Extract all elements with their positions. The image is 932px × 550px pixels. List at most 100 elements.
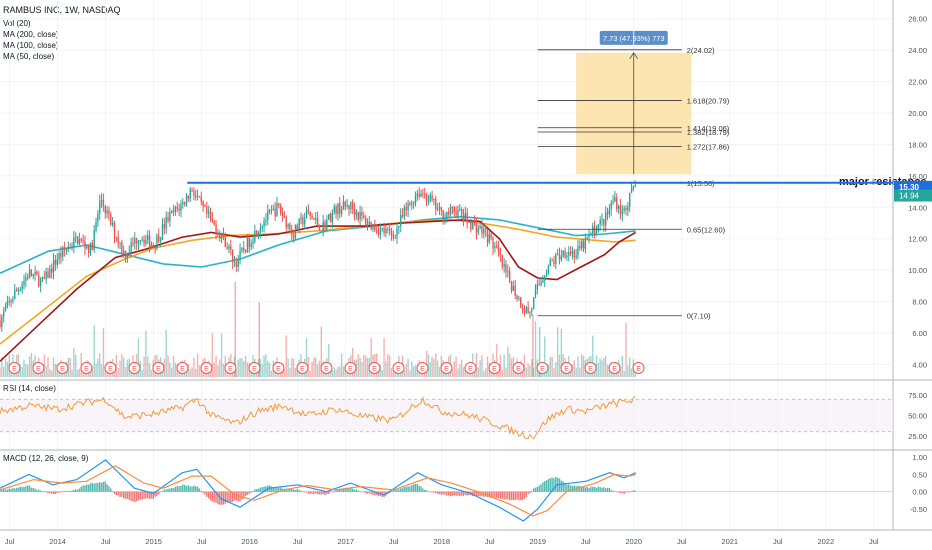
candle-body [481, 225, 483, 234]
candle-body [84, 241, 86, 249]
volume-bar [499, 354, 502, 377]
candle-body [108, 210, 110, 215]
volume-bar [126, 359, 129, 377]
macd-histogram-bar [601, 487, 603, 492]
candle-body [174, 207, 177, 212]
candle-body [418, 193, 420, 197]
candle-body [569, 252, 572, 254]
macd-histogram-bar [231, 491, 234, 502]
candle-body [457, 209, 459, 216]
candle-body [453, 207, 455, 213]
macd-histogram-bar [78, 488, 81, 492]
candle-body [595, 231, 598, 234]
candle-body [523, 310, 526, 313]
macd-histogram-bar [217, 491, 219, 505]
volume-bar [484, 368, 487, 377]
earnings-marker-icon [368, 362, 381, 374]
candle-body [196, 195, 199, 197]
macd-histogram-bar [163, 489, 166, 492]
volume-bar [49, 369, 51, 377]
candle-body [19, 289, 22, 291]
volume-bar [1, 357, 3, 377]
macd-histogram-bar [270, 486, 273, 492]
macd-histogram-bar [316, 491, 319, 495]
candle-body [601, 219, 603, 221]
candle-body [228, 246, 230, 249]
macd-histogram-bar [204, 491, 206, 495]
volume-bar [532, 367, 535, 377]
candle-body [544, 276, 546, 281]
macd-histogram-bar [551, 477, 553, 492]
candle-body [342, 201, 345, 210]
macd-histogram-bar [23, 486, 25, 492]
candle-body [34, 272, 36, 275]
volume-bar [436, 360, 439, 377]
macd-histogram-bar [392, 490, 395, 492]
macd-axis-tick-label: 0.00 [912, 488, 927, 497]
candle-body [542, 280, 544, 283]
macd-histogram-bar [244, 491, 247, 497]
earnings-marker-icon [584, 362, 597, 374]
macd-histogram-bar [488, 491, 491, 498]
macd-histogram-bar [206, 491, 208, 497]
macd-histogram-bar [75, 489, 77, 492]
candle-body [25, 277, 27, 281]
candle-body [549, 260, 551, 267]
macd-histogram-bar [444, 491, 446, 495]
macd-histogram-bar [320, 491, 323, 495]
macd-histogram-bar [580, 486, 583, 492]
macd-histogram-bar [32, 488, 34, 492]
macd-histogram-bar [309, 491, 311, 494]
macd-histogram-bar [479, 491, 481, 497]
candle-body [405, 207, 407, 211]
volume-bar [525, 367, 527, 377]
macd-histogram-bar [424, 489, 426, 492]
macd-histogram-bar [344, 488, 347, 492]
volume-bar [215, 355, 217, 377]
macd-histogram-bar [597, 486, 599, 492]
fib-level-label: 0.65(12.60) [687, 225, 726, 234]
volume-bar [2, 366, 5, 377]
volume-bar [69, 357, 71, 377]
candle-body [387, 228, 389, 230]
macd-histogram-bar [58, 491, 60, 493]
macd-histogram-bar [54, 491, 57, 495]
ma100-line [0, 219, 636, 345]
volume-bar [246, 362, 249, 377]
rsi-axis-tick-label: 50.00 [908, 412, 927, 421]
macd-histogram-bar [189, 486, 191, 492]
candle-body [532, 297, 535, 309]
macd-histogram-bar [490, 491, 492, 498]
volume-bar [294, 368, 297, 377]
macd-histogram-bar [625, 491, 627, 493]
volume-bar [409, 370, 411, 377]
candle-body [172, 210, 175, 212]
volume-bar [45, 366, 47, 377]
candle-body [147, 235, 149, 240]
macd-histogram-bar [84, 485, 86, 492]
macd-histogram-bar [555, 476, 557, 492]
candle-body [440, 207, 443, 211]
candle-body [538, 284, 540, 286]
volume-bar [438, 366, 441, 377]
candle-body [407, 203, 409, 211]
macd-histogram-bar [416, 483, 419, 492]
candle-body [254, 230, 256, 242]
volume-bar [464, 367, 467, 377]
candle-body [628, 192, 631, 207]
macd-histogram-bar [582, 486, 585, 492]
candle-body [21, 284, 23, 290]
candle-body [261, 226, 263, 229]
macd-histogram-bar [553, 478, 555, 492]
macd-histogram-bar [372, 491, 374, 495]
volume-bar [97, 359, 99, 377]
macd-histogram-bar [63, 491, 66, 492]
candle-body [231, 249, 234, 262]
macd-histogram-bar [12, 487, 14, 492]
volume-bar [625, 323, 627, 377]
macd-histogram-bar [544, 481, 546, 492]
volume-bar [569, 369, 572, 377]
candle-body [619, 205, 622, 215]
candle-body [540, 282, 542, 285]
